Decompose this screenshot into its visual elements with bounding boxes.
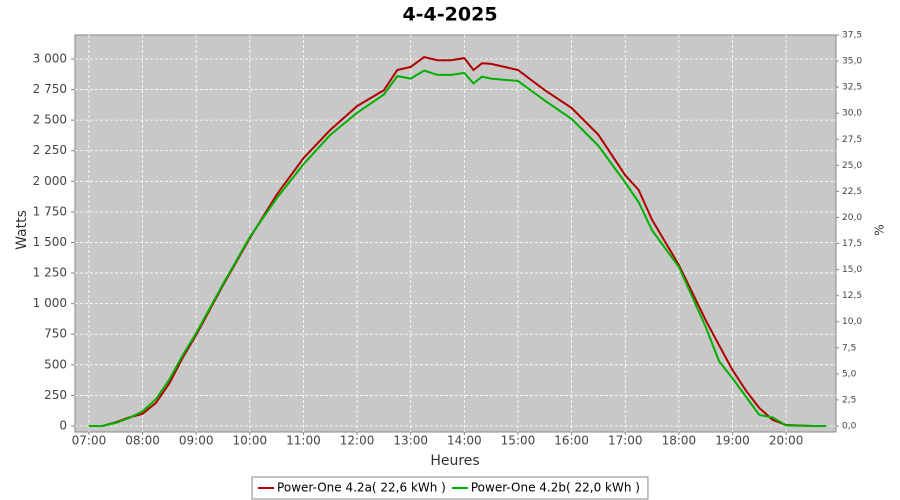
legend-box <box>251 476 649 500</box>
x-tick-label: 14:00 <box>447 434 482 448</box>
y-tick-label: 750 <box>44 327 67 341</box>
y2-tick-label: 17,5 <box>842 239 862 249</box>
series-line <box>88 56 827 427</box>
chart-title: 4-4-2025 <box>402 4 497 26</box>
y2-tick-label: 12,5 <box>842 291 862 301</box>
x-tick-label: 07:00 <box>72 434 107 448</box>
y-tick-label: 250 <box>44 388 67 402</box>
y-tick-label: 1 250 <box>33 266 67 280</box>
y2-tick-label: 27,5 <box>842 135 862 145</box>
x-tick-label: 15:00 <box>501 434 536 448</box>
y2-tick-label: 25,0 <box>842 161 862 171</box>
x-axis-label: Heures <box>430 453 479 469</box>
y-tick-label: 0 <box>59 419 67 433</box>
x-tick-label: 13:00 <box>393 434 428 448</box>
y-tick-label: 1 750 <box>33 204 67 218</box>
x-tick-label: 11:00 <box>286 434 321 448</box>
y2-tick-label: 35,0 <box>842 57 862 67</box>
series-line <box>88 69 827 427</box>
y2-tick-label: 30,0 <box>842 109 862 119</box>
y-tick-label: 2 000 <box>33 174 67 188</box>
y-axis-label: Watts <box>14 210 30 250</box>
y-tick-label: 500 <box>44 357 67 371</box>
y2-tick-label: 15,0 <box>842 265 862 275</box>
x-tick-label: 10:00 <box>233 434 268 448</box>
y2-tick-label: 37,5 <box>842 31 862 41</box>
x-tick-label: 18:00 <box>662 434 697 448</box>
y2-tick-label: 7,5 <box>842 343 856 353</box>
y2-tick-label: 20,0 <box>842 213 862 223</box>
y2-tick-label: 5,0 <box>842 369 857 379</box>
x-tick-label: 08:00 <box>125 434 160 448</box>
plot-area <box>74 34 837 433</box>
y-tick-label: 1 500 <box>33 235 67 249</box>
y-tick-label: 3 000 <box>33 51 67 65</box>
y-tick-label: 2 250 <box>33 143 67 157</box>
x-tick-label: 20:00 <box>769 434 804 448</box>
y2-tick-label: 10,0 <box>842 317 862 327</box>
y2-tick-label: 0,0 <box>842 422 857 432</box>
y-tick-label: 2 500 <box>33 113 67 127</box>
legend: Power-One 4.2a( 22,6 kWh ) Power-One 4.2b… <box>251 476 649 500</box>
x-tick-label: 16:00 <box>554 434 589 448</box>
y-tick-label: 2 750 <box>33 82 67 96</box>
y2-axis-label: % <box>873 224 887 235</box>
x-tick-label: 12:00 <box>340 434 375 448</box>
x-tick-label: 17:00 <box>608 434 643 448</box>
y2-tick-label: 2,5 <box>842 395 856 405</box>
y-tick-label: 1 000 <box>33 296 67 310</box>
legend-label: Power-One 4.2a( 22,6 kWh ) <box>277 481 446 495</box>
y2-tick-label: 32,5 <box>842 83 862 93</box>
x-tick-label: 19:00 <box>715 434 750 448</box>
legend-label: Power-One 4.2b( 22,0 kWh ) <box>471 481 640 495</box>
x-tick-label: 09:00 <box>179 434 214 448</box>
y2-tick-label: 22,5 <box>842 187 862 197</box>
